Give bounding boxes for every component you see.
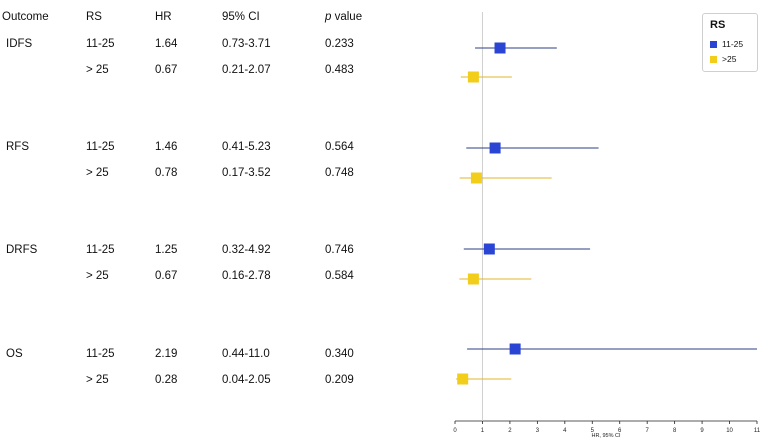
cell-p: 0.564 [325,141,354,153]
hr-point-drfs [483,243,495,255]
hr-point-idfs [467,71,479,83]
x-tick-label-4: 4 [563,428,567,434]
cell-p: 0.748 [325,167,354,179]
cell-hr: 1.46 [155,141,178,153]
cell-rs: 11-25 [86,141,115,153]
cell-hr: 0.78 [155,167,178,179]
hr-point-drfs [467,273,479,285]
legend-swatch-yellow [710,56,717,63]
cell-rs: 11-25 [86,244,115,256]
outcome-label-os: OS [6,348,23,360]
outcome-label-drfs: DRFS [6,244,38,256]
legend-label-gt-25: >25 [722,54,737,64]
legend-label-11-25: 11-25 [722,39,744,49]
cell-hr: 2.19 [155,348,178,360]
cell-hr: 1.25 [155,244,178,256]
outcome-label-idfs: IDFS [6,38,33,50]
cell-ci: 0.16-2.78 [222,270,271,282]
header-outcome: Outcome [2,11,49,23]
x-tick-label-0: 0 [453,428,457,434]
header-ci: 95% CI [222,11,260,23]
cell-ci: 0.04-2.05 [222,374,271,386]
x-tick-label-10: 10 [726,428,733,434]
header-p-italic: p [325,11,332,23]
hr-point-os [509,343,521,355]
header-p-rest: value [331,11,363,23]
x-tick-label-3: 3 [536,428,540,434]
cell-ci: 0.32-4.92 [222,244,271,256]
cell-hr: 0.67 [155,64,178,76]
x-tick-label-11: 11 [754,428,761,434]
legend-item-11-25: 11-25 [710,39,743,49]
x-tick-label-1: 1 [481,428,485,434]
hr-point-rfs [489,142,501,154]
cell-ci: 0.41-5.23 [222,141,271,153]
cell-p: 0.746 [325,244,354,256]
cell-hr: 1.64 [155,38,178,50]
x-tick-label-6: 6 [618,428,622,434]
cell-rs: 11-25 [86,38,115,50]
cell-rs: 11-25 [86,348,115,360]
x-tick-label-7: 7 [646,428,650,434]
forest-marks [456,42,757,385]
legend-swatch-blue [710,41,717,48]
hr-point-os [457,373,469,385]
x-tick-label-5: 5 [591,428,595,434]
cell-p: 0.340 [325,348,354,360]
x-tick-label-9: 9 [700,428,704,434]
x-tick-label-2: 2 [508,428,512,434]
cell-rs: > 25 [86,270,109,282]
cell-rs: > 25 [86,64,109,76]
header-hr: HR [155,11,172,23]
legend-title: RS [710,19,726,31]
legend-item-gt-25: >25 [710,54,736,64]
cell-hr: 0.28 [155,374,178,386]
outcome-label-rfs: RFS [6,141,29,153]
legend: RS 11-25 >25 [702,13,758,72]
hr-point-idfs [494,42,506,54]
cell-ci: 0.73-3.71 [222,38,271,50]
cell-p: 0.233 [325,38,354,50]
header-p-value: p value [325,10,362,24]
cell-ci: 0.21-2.07 [222,64,271,76]
cell-rs: > 25 [86,167,109,179]
x-axis-label: HR, 95% CI [591,433,621,438]
x-axis: 0 1 2 3 4 5 6 7 8 9 10 11 HR, 95% CI [453,12,761,438]
cell-p: 0.483 [325,64,354,76]
cell-ci: 0.17-3.52 [222,167,271,179]
cell-p: 0.584 [325,270,354,282]
cell-ci: 0.44-11.0 [222,348,270,360]
cell-p: 0.209 [325,374,354,386]
header-rs: RS [86,11,102,23]
cell-rs: > 25 [86,374,109,386]
hr-point-rfs [470,172,482,184]
cell-hr: 0.67 [155,270,178,282]
x-tick-label-8: 8 [673,428,677,434]
